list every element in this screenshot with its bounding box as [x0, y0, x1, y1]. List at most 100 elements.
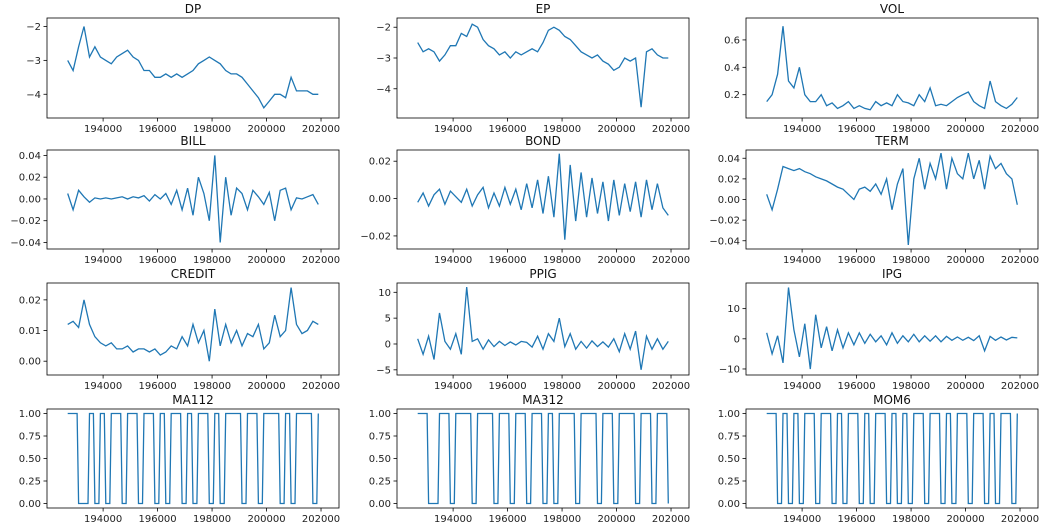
y-tick-label: 0 — [385, 339, 391, 350]
axes-frame — [46, 149, 340, 250]
x-tick-label: 198000 — [193, 255, 231, 266]
subplot-ep: EP 194000 196000 198000 200000 202000 −4 −3 −2 — [376, 2, 690, 135]
y-tick-label: −3 — [376, 54, 391, 65]
subplot-title: PPIG — [529, 267, 556, 281]
subplot-ma112: MA112 194000 196000 198000 200000 202000 0.00 0… — [19, 393, 340, 525]
subplot-title: DP — [185, 2, 201, 16]
x-tick-label: 196000 — [488, 255, 526, 266]
x-tick-label: 194000 — [783, 514, 821, 525]
x-tick-label: 200000 — [247, 255, 285, 266]
y-tick-label: 0.6 — [724, 35, 740, 46]
axes-frame — [396, 282, 690, 376]
subplot-dp: DP 194000 196000 198000 200000 202000 −4 −3 −2 — [26, 2, 340, 135]
y-tick-label: 0.2 — [724, 90, 740, 101]
subplot-term: TERM 194000 196000 198000 200000 202000 −0.04 −… — [709, 134, 1039, 266]
x-tick-label: 196000 — [488, 514, 526, 525]
y-tick-label: −5 — [376, 365, 391, 376]
series-line-ma112 — [67, 412, 319, 505]
x-tick-label: 198000 — [892, 514, 930, 525]
x-tick-label: 194000 — [434, 255, 472, 266]
axes-frame — [396, 149, 690, 250]
y-tick-label: 0.00 — [369, 194, 391, 205]
x-tick-label: 196000 — [837, 381, 875, 392]
y-tick-label: 5 — [385, 314, 391, 325]
x-tick-label: 200000 — [247, 381, 285, 392]
y-tick-label: −2 — [376, 23, 391, 34]
x-tick-label: 202000 — [302, 514, 340, 525]
x-tick-label: 200000 — [946, 124, 984, 135]
x-tick-label: 202000 — [652, 381, 690, 392]
x-tick-label: 194000 — [84, 381, 122, 392]
x-tick-label: 194000 — [434, 381, 472, 392]
subplot-credit: CREDIT 194000 196000 198000 200000 202000 0.00… — [19, 267, 340, 392]
x-tick-label: 202000 — [652, 514, 690, 525]
axes-frame — [46, 17, 340, 119]
x-tick-label: 202000 — [302, 255, 340, 266]
y-tick-label: −2 — [26, 22, 41, 33]
y-tick-label: 0.50 — [718, 454, 740, 465]
y-tick-label: −0.02 — [709, 216, 740, 227]
series-line-credit — [67, 287, 319, 362]
subplot-ipg: IPG 194000 196000 198000 200000 202000 −10 0 10 — [719, 267, 1039, 392]
x-tick-label: 196000 — [837, 514, 875, 525]
x-tick-label: 202000 — [302, 381, 340, 392]
y-tick-label: 0.75 — [19, 432, 41, 443]
x-tick-label: 200000 — [597, 124, 635, 135]
subplot-title: MA112 — [172, 393, 213, 407]
subplot-title: IPG — [882, 267, 902, 281]
y-tick-label: −0.04 — [10, 238, 41, 249]
x-tick-label: 196000 — [488, 124, 526, 135]
x-tick-label: 198000 — [193, 381, 231, 392]
y-tick-label: 0.00 — [19, 357, 41, 368]
x-tick-label: 196000 — [138, 255, 176, 266]
subplot-bond: BOND 194000 196000 198000 200000 202000 −0.02 0… — [360, 134, 690, 266]
x-tick-label: 196000 — [488, 381, 526, 392]
y-tick-label: 0.02 — [19, 295, 41, 306]
x-tick-label: 194000 — [783, 255, 821, 266]
subplot-ppig: PPIG 194000 196000 198000 200000 202000 −5 0 5 10 — [376, 267, 690, 392]
x-tick-label: 200000 — [946, 381, 984, 392]
series-line-ep — [417, 23, 669, 108]
y-tick-label: 0.00 — [369, 499, 391, 510]
y-tick-label: 0.02 — [718, 174, 740, 185]
x-tick-label: 202000 — [1001, 381, 1039, 392]
x-tick-label: 202000 — [652, 255, 690, 266]
series-line-dp — [67, 26, 319, 109]
x-tick-label: 198000 — [892, 255, 930, 266]
subplot-vol: VOL 194000 196000 198000 200000 202000 0.2 0.4 0… — [724, 2, 1039, 135]
x-tick-label: 194000 — [783, 124, 821, 135]
y-tick-label: 10 — [378, 288, 391, 299]
y-tick-label: −4 — [26, 90, 41, 101]
y-tick-label: 10 — [727, 304, 740, 315]
series-line-ipg — [766, 287, 1018, 370]
x-tick-label: 200000 — [247, 514, 285, 525]
x-tick-label: 196000 — [837, 124, 875, 135]
x-tick-label: 202000 — [302, 124, 340, 135]
y-tick-label: 0.50 — [19, 454, 41, 465]
series-line-term — [766, 152, 1018, 245]
y-tick-label: 0.00 — [718, 499, 740, 510]
y-tick-label: 0.00 — [19, 499, 41, 510]
series-line-bond — [417, 153, 669, 240]
series-line-ppig — [417, 287, 669, 370]
y-tick-label: −4 — [376, 84, 391, 95]
x-tick-label: 200000 — [946, 514, 984, 525]
x-tick-label: 194000 — [84, 514, 122, 525]
x-tick-label: 198000 — [892, 124, 930, 135]
x-tick-label: 196000 — [138, 381, 176, 392]
x-tick-label: 196000 — [138, 514, 176, 525]
y-tick-label: 0.75 — [369, 432, 391, 443]
subplot-title: EP — [536, 2, 551, 16]
subplot-ma312: MA312 194000 196000 198000 200000 202000 0.00 0… — [369, 393, 690, 525]
x-tick-label: 198000 — [543, 255, 581, 266]
x-tick-label: 196000 — [837, 255, 875, 266]
y-tick-label: −0.02 — [360, 231, 391, 242]
y-tick-label: −0.02 — [10, 216, 41, 227]
subplot-title: VOL — [880, 2, 904, 16]
y-tick-label: 0 — [734, 334, 740, 345]
series-line-ma312 — [417, 412, 669, 505]
x-tick-label: 196000 — [138, 124, 176, 135]
y-tick-label: 0.01 — [19, 326, 41, 337]
x-tick-label: 194000 — [783, 381, 821, 392]
x-tick-label: 198000 — [543, 124, 581, 135]
